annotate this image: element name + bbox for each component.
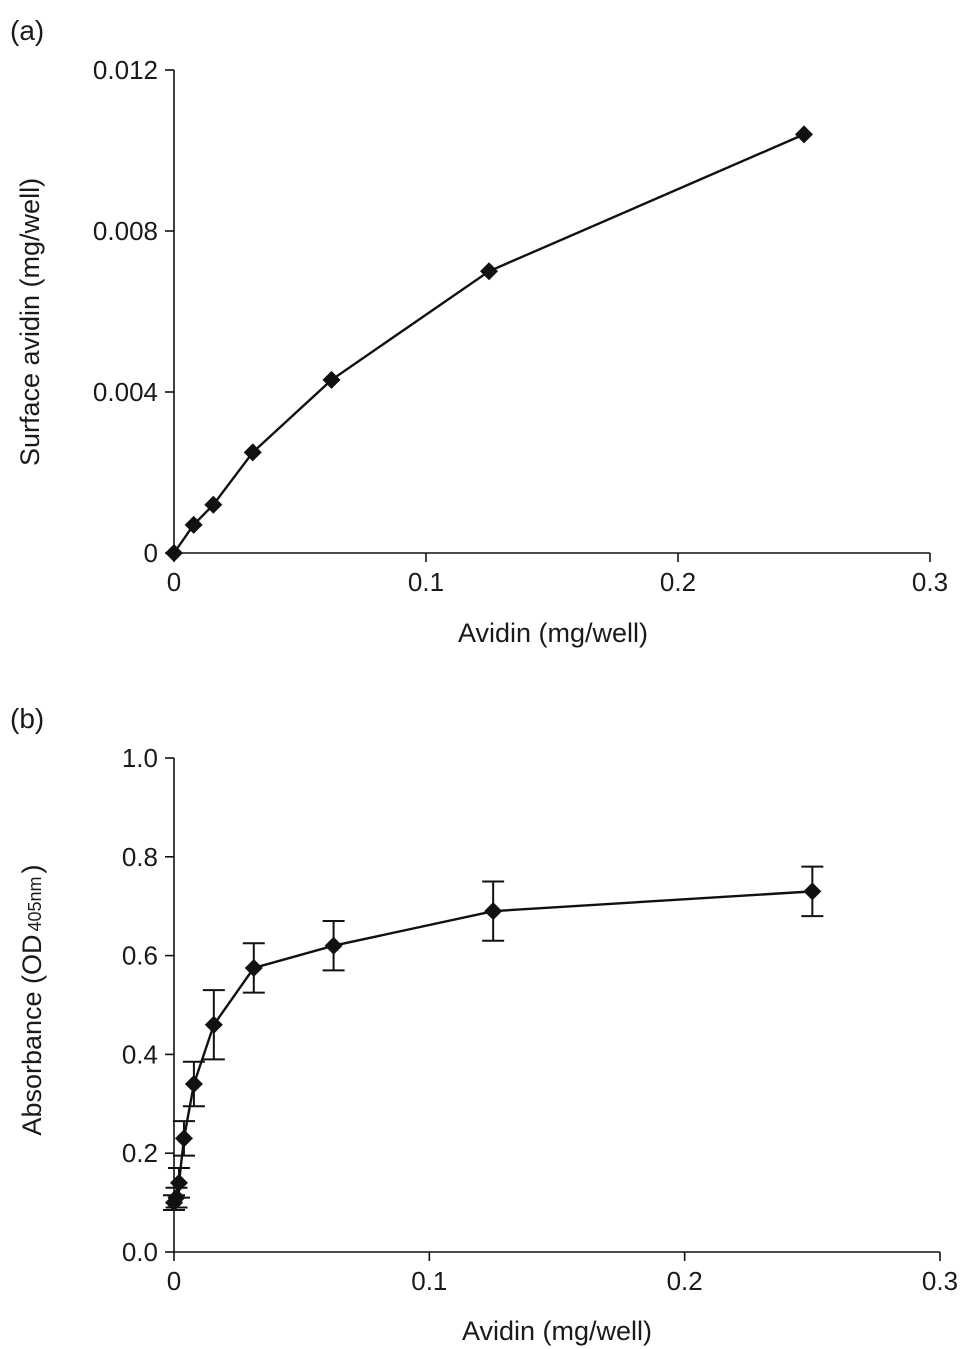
a-data-point: [795, 125, 813, 144]
a-data-point: [204, 495, 223, 514]
b-y-tick-label: 0.2: [122, 1138, 158, 1168]
b-y-tick-label: 0.4: [122, 1039, 158, 1069]
panel-b-series: [163, 865, 824, 1212]
panel-a-tick-labels: 0 0.1 0.2 0.3 0 0.004 0.008 0.012: [93, 55, 948, 597]
b-y-tick-label: 1.0: [122, 743, 158, 773]
panel-b-y-axis-title-close: ): [17, 864, 47, 873]
b-x-tick-label: 0.3: [922, 1266, 958, 1296]
b-data-point: [184, 1075, 203, 1094]
panel-a-label: (a): [10, 15, 44, 46]
panel-b-axes: [165, 757, 941, 1261]
b-data-point: [167, 1188, 186, 1207]
a-data-point: [322, 370, 341, 389]
panel-b: (b) Avidin (mg/well) Absorbance (OD 405nm…: [10, 703, 958, 1346]
a-x-tick-label: 0.3: [912, 567, 948, 597]
panel-b-tick-labels: 0 0.1 0.2 0.3 0.0 0.2 0.4 0.6 0.8 1.0: [122, 743, 958, 1296]
a-data-point: [165, 544, 183, 562]
panel-a-axes: [165, 69, 931, 562]
b-data-point: [204, 1015, 223, 1034]
b-data-point: [484, 902, 503, 921]
a-y-tick-label: 0.008: [93, 216, 158, 246]
a-series-line: [173, 133, 805, 554]
b-x-tick-label: 0.2: [667, 1266, 703, 1296]
b-data-point: [803, 882, 822, 901]
b-data-point: [174, 1129, 193, 1148]
b-data-point: [169, 1173, 188, 1192]
a-x-tick-label: 0.2: [660, 567, 696, 597]
panel-a-x-axis-title: Avidin (mg/well): [458, 618, 648, 648]
panel-a: (a) Avidin (mg/well) Surface avidin (mg/…: [10, 15, 948, 648]
b-data-point: [324, 936, 343, 955]
panel-b-x-axis-title: Avidin (mg/well): [462, 1316, 652, 1346]
b-x-tick-label: 0.1: [411, 1266, 447, 1296]
a-y-tick-label: 0: [144, 538, 158, 568]
a-y-tick-label: 0.004: [93, 377, 158, 407]
panel-a-series: [165, 125, 813, 562]
panel-b-y-axis-title: Absorbance (OD 405nm): [17, 864, 47, 1135]
a-data-point: [480, 262, 498, 281]
b-y-tick-label: 0.0: [122, 1237, 158, 1267]
panel-b-y-axis-title-sub: 405nm: [25, 876, 45, 931]
b-data-point: [244, 958, 263, 977]
b-y-tick-label: 0.8: [122, 842, 158, 872]
a-x-tick-label: 0: [167, 567, 181, 597]
a-data-point: [184, 515, 203, 534]
panel-a-y-axis-title: Surface avidin (mg/well): [15, 178, 45, 466]
panel-b-y-axis-title-main: Absorbance (OD: [17, 934, 47, 1135]
a-data-point: [243, 443, 262, 462]
a-y-tick-label: 0.012: [93, 55, 158, 85]
panel-b-label: (b): [10, 703, 44, 734]
a-x-tick-label: 0.1: [408, 567, 444, 597]
b-y-tick-label: 0.6: [122, 941, 158, 971]
b-x-tick-label: 0: [167, 1266, 181, 1296]
